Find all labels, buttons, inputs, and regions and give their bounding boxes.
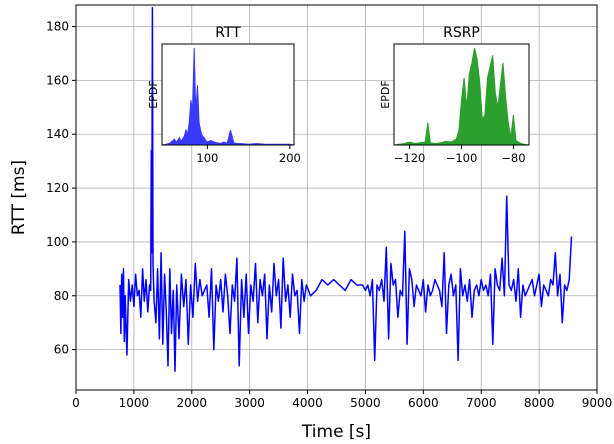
inset-rtt-frame bbox=[161, 43, 295, 146]
y-tick-label-2: 100 bbox=[46, 235, 69, 249]
inset-rsrp-tick-label-1: −100 bbox=[446, 151, 478, 165]
inset-rtt-title: RTT bbox=[215, 25, 241, 41]
x-tick-label-7: 7000 bbox=[466, 396, 497, 410]
y-tick-label-1: 80 bbox=[54, 289, 69, 303]
inset-rtt-background bbox=[162, 44, 294, 145]
inset-rtt-ticks: 100 200 bbox=[196, 145, 301, 165]
inset-rsrp-ylabel: EPDF bbox=[379, 80, 392, 108]
main-y-ticks: 60 80 100 120 140 160 180 bbox=[46, 20, 76, 357]
x-tick-label-2: 2000 bbox=[177, 396, 208, 410]
inset-rsrp-ticks: −120 −100 −80 bbox=[394, 145, 526, 165]
inset-rtt-tick-label-1: 200 bbox=[279, 151, 301, 165]
inset-rsrp-title: RSRP bbox=[443, 25, 480, 41]
inset-rsrp-histogram bbox=[393, 47, 530, 146]
inset-rsrp-histogram-area bbox=[393, 47, 530, 146]
main-plot-frame bbox=[75, 4, 598, 391]
y-tick-label-5: 160 bbox=[46, 73, 69, 87]
x-tick-label-1: 1000 bbox=[119, 396, 150, 410]
x-tick-label-9: 9000 bbox=[582, 396, 613, 410]
x-tick-label-3: 3000 bbox=[234, 396, 265, 410]
inset-rsrp: −120 −100 −80 RSRP EPDF bbox=[379, 25, 530, 165]
x-tick-label-5: 5000 bbox=[350, 396, 381, 410]
inset-rtt-histogram bbox=[161, 47, 295, 146]
inset-rtt-ylabel: EPDF bbox=[147, 80, 160, 108]
y-tick-label-4: 140 bbox=[46, 127, 69, 141]
inset-rtt: 100 200 RTT EPDF bbox=[147, 25, 301, 165]
x-tick-label-8: 8000 bbox=[524, 396, 555, 410]
inset-rtt-tick-label-0: 100 bbox=[196, 151, 218, 165]
inset-rsrp-tick-label-2: −80 bbox=[501, 151, 525, 165]
x-tick-label-4: 4000 bbox=[292, 396, 323, 410]
main-series bbox=[119, 6, 573, 372]
y-tick-label-3: 120 bbox=[46, 181, 69, 195]
rtt-series-line bbox=[119, 6, 573, 372]
inset-rsrp-tick-label-0: −120 bbox=[394, 151, 426, 165]
x-tick-label-6: 6000 bbox=[408, 396, 439, 410]
x-axis-title: Time [s] bbox=[301, 422, 371, 442]
y-tick-label-0: 60 bbox=[54, 343, 69, 357]
y-tick-label-6: 180 bbox=[46, 20, 69, 34]
x-tick-label-0: 0 bbox=[72, 396, 80, 410]
inset-rtt-histogram-area bbox=[161, 47, 295, 146]
main-x-ticks: 0 1000 2000 3000 4000 5000 6000 7000 8000 9000 bbox=[72, 390, 612, 410]
y-axis-title: RTT [ms] bbox=[9, 160, 29, 235]
